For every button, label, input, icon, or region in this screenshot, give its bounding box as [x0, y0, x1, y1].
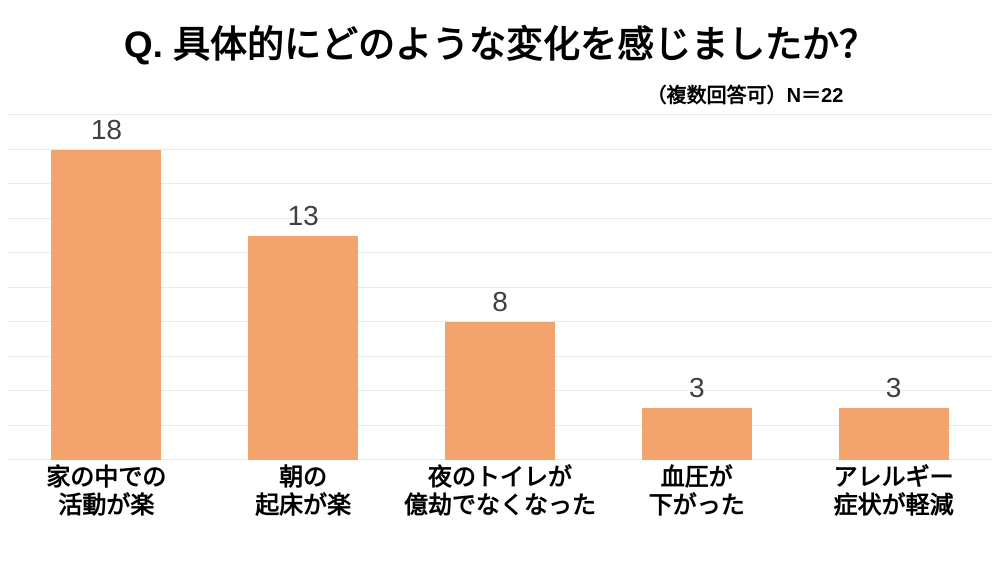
- bar-column-0: 18: [8, 114, 205, 460]
- gridline-14: [8, 217, 992, 219]
- bar-3: 3: [641, 372, 752, 460]
- bar-2: 8: [444, 286, 555, 460]
- plot-area: 18 13 8 3 3: [8, 114, 992, 460]
- gridline-16: [8, 183, 992, 184]
- gridline-18: [8, 148, 992, 150]
- bar-column-1: 13: [205, 115, 402, 460]
- value-label-1: 13: [287, 199, 319, 231]
- bar-column-3: 3: [598, 115, 795, 460]
- gridline-20: [8, 114, 992, 115]
- category-axis: 家の中での 活動が楽 朝の 起床が楽 夜のトイレが 億劫でなくなった 血圧が 下がった…: [8, 464, 992, 520]
- bars-container: 18 13 8 3 3: [8, 114, 992, 460]
- bar-1: 13: [248, 200, 359, 460]
- value-label-0: 18: [90, 113, 122, 145]
- chart-title: Q. 具体的にどのような変化を感じましたか？: [123, 24, 877, 65]
- bar-column-2: 8: [402, 115, 599, 460]
- gridline-12: [8, 252, 992, 253]
- gridline-10: [8, 286, 992, 288]
- category-label-1: 朝の 起床が楽: [255, 464, 352, 519]
- category-label-2: 夜のトイレが 億劫でなくなった: [403, 464, 596, 519]
- chart-subtitle: （複数回答可）N＝22: [646, 85, 844, 107]
- category-label-3: 血圧が 下がった: [648, 464, 745, 519]
- category-label-4: アレルギー 症状が軽減: [833, 464, 954, 519]
- value-label-2: 8: [492, 286, 508, 317]
- bar-0: 18: [51, 114, 162, 460]
- bar-4: 3: [838, 372, 949, 460]
- value-label-4: 3: [885, 372, 902, 404]
- gridline-8: [8, 321, 992, 322]
- category-label-0: 家の中での 活動が楽: [46, 464, 167, 519]
- bar-column-4: 3: [795, 115, 992, 460]
- value-label-3: 3: [688, 372, 705, 404]
